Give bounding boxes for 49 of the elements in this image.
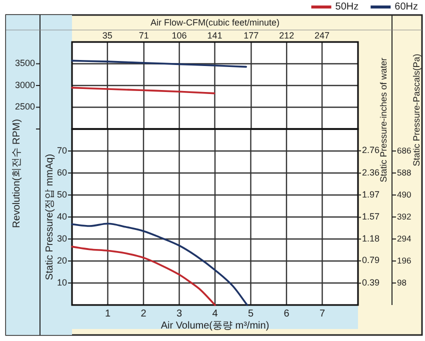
- x-tick-label: 5: [248, 308, 254, 320]
- y3-tick-label: 196: [397, 255, 412, 266]
- x2-tick-label: 141: [207, 30, 222, 40]
- y2-tick-label: 2.76: [362, 145, 380, 156]
- x-tick-label: 6: [284, 308, 290, 320]
- x-tick-label: 4: [212, 308, 218, 320]
- y-tick-label: 3000: [14, 80, 35, 90]
- x-axis-title: Air Volume(풍량 m³/min): [160, 320, 270, 332]
- y2-tick-label: 0.39: [362, 278, 380, 288]
- y3-axis-title: Static Pressure-Pascals(Pa): [411, 54, 422, 166]
- y3-tick-label: 98: [397, 277, 407, 288]
- y-tick-label: 70: [56, 145, 67, 156]
- x-tick-label: 7: [319, 308, 326, 320]
- x2-tick-label: 35: [102, 30, 112, 40]
- y3-tick-label: 588: [397, 167, 412, 178]
- y-axis-title: Static Pressure(정압 mmAq): [44, 154, 56, 280]
- y-tick-label: 3500: [14, 58, 35, 68]
- y-tick-label: 2500: [14, 102, 35, 112]
- y-tick-label: 40: [56, 211, 67, 222]
- x-tick-label: 3: [176, 308, 182, 320]
- y-axis-title: Revolution(회전수 RPM): [12, 119, 23, 228]
- legend-label: 60Hz: [394, 2, 418, 13]
- x2-axis-title: Air Flow-CFM(cubic feet/minute): [150, 17, 280, 28]
- y3-tick-label: 490: [397, 189, 412, 200]
- y2-axis-title: Static Pressure-inches of water: [378, 58, 388, 182]
- x2-tick-label: 212: [279, 30, 294, 40]
- y3-tick-label: 686: [397, 145, 412, 156]
- x2-tick-label: 177: [244, 30, 259, 40]
- line-series: [71, 246, 216, 306]
- x2-tick-label: 247: [314, 30, 330, 40]
- y3-tick-label: 392: [397, 211, 412, 222]
- y2-tick-label: 1.18: [362, 233, 380, 244]
- x-tick-label: 2: [140, 308, 147, 320]
- y3-tick-label: 294: [397, 233, 412, 244]
- line-series: [71, 60, 248, 68]
- x2-tick-label: 71: [138, 30, 149, 40]
- y-tick-label: 20: [56, 255, 67, 266]
- y2-tick-label: 1.97: [362, 189, 380, 200]
- x-tick-label: 1: [104, 308, 111, 320]
- legend-label: 50Hz: [335, 2, 359, 13]
- y2-tick-label: 2.36: [362, 168, 380, 178]
- y-tick-label: 10: [56, 277, 67, 288]
- y2-tick-label: 0.79: [362, 255, 380, 266]
- line-series: [71, 222, 248, 306]
- y-tick-label: 30: [56, 233, 67, 244]
- y-tick-label: 60: [56, 167, 67, 178]
- x2-tick-label: 106: [172, 30, 187, 40]
- y2-tick-label: 1.57: [362, 212, 380, 222]
- y-tick-label: 50: [56, 189, 67, 200]
